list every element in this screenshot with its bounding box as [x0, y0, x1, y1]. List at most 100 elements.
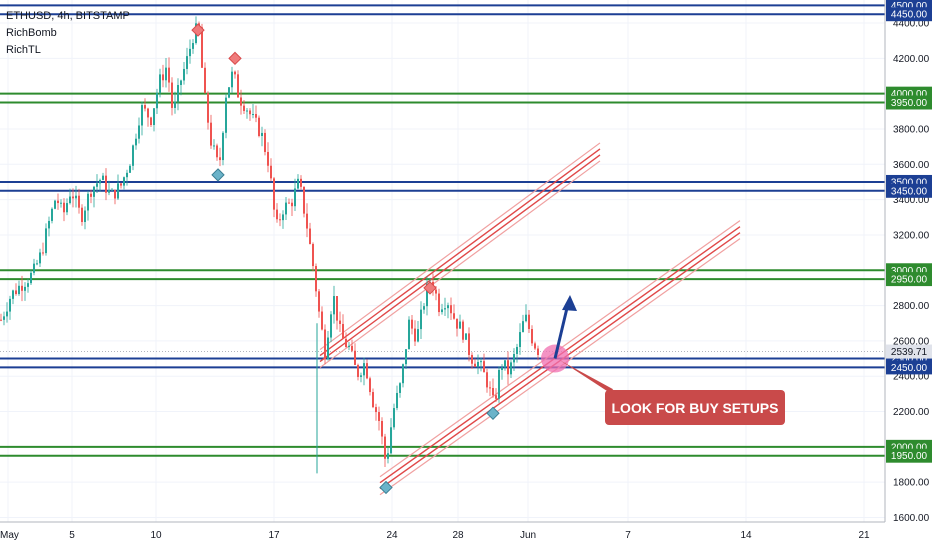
- up-arrow-shaft: [553, 303, 570, 359]
- x-tick-label: 24: [386, 530, 398, 541]
- candle-body: [321, 311, 323, 330]
- candle-body: [408, 319, 410, 350]
- candle-body: [351, 345, 353, 351]
- candle-body: [438, 293, 440, 313]
- candle-body: [165, 67, 167, 81]
- candle-body: [231, 71, 233, 88]
- candle-body: [120, 183, 122, 186]
- candle-body: [6, 311, 8, 317]
- candle-body: [516, 346, 518, 354]
- candle-body: [36, 263, 38, 265]
- candle-body: [309, 228, 311, 244]
- candle-body: [486, 372, 488, 388]
- candle-body: [294, 188, 296, 207]
- candle-body: [339, 320, 341, 324]
- candle-body: [213, 145, 215, 147]
- candle-body: [255, 114, 257, 118]
- candle-body: [435, 289, 437, 294]
- candle-body: [261, 132, 263, 136]
- candle-body: [300, 178, 302, 187]
- time-axis[interactable]: May 5 10 17 24 28 Jun 7 14 21: [0, 521, 885, 541]
- x-tick-label: 7: [625, 530, 631, 541]
- candle-body: [243, 105, 245, 111]
- candle-body: [474, 363, 476, 367]
- candle-body: [363, 363, 365, 376]
- price-badge-label: 1950.00: [891, 451, 928, 462]
- price-badge-label: 2500.00: [891, 354, 928, 365]
- y-tick-label: 1600.00: [893, 513, 930, 524]
- indicator-richtl[interactable]: RichTL: [6, 44, 41, 56]
- candlestick-series: [0, 16, 539, 474]
- y-tick-label: 2600.00: [893, 336, 930, 347]
- candle-body: [327, 337, 329, 360]
- y-tick-label: 3800.00: [893, 124, 930, 135]
- candle-body: [33, 263, 35, 273]
- candle-body: [396, 392, 398, 409]
- x-tick-label: 21: [858, 530, 870, 541]
- channel-line: [319, 154, 601, 363]
- candle-body: [12, 290, 14, 299]
- candle-body: [345, 338, 347, 348]
- candle-body: [489, 387, 491, 389]
- candle-body: [78, 195, 80, 208]
- candle-body: [96, 183, 98, 187]
- candle-body: [459, 321, 461, 329]
- symbol-line[interactable]: ETHUSD, 4h, BITSTAMP: [6, 10, 130, 22]
- candle-body: [477, 361, 479, 367]
- candle-body: [42, 252, 44, 254]
- candle-body: [129, 165, 131, 173]
- candle-body: [270, 165, 272, 179]
- candle-body: [264, 132, 266, 152]
- candle-body: [150, 117, 152, 126]
- candle-body: [495, 395, 497, 399]
- candle-body: [381, 421, 383, 437]
- candle-body: [141, 105, 143, 126]
- up-arrow-head: [562, 294, 577, 311]
- candle-body: [117, 183, 119, 199]
- candle-body: [423, 306, 425, 310]
- price-badge: [886, 95, 932, 110]
- candle-body: [276, 209, 278, 220]
- candle-body: [30, 272, 32, 284]
- candle-body: [324, 329, 326, 360]
- candle-body: [114, 189, 116, 199]
- candle-body: [72, 196, 74, 199]
- buy-signal-marker: [379, 480, 393, 495]
- candle-body: [222, 132, 224, 161]
- x-tick-label: 28: [452, 530, 464, 541]
- candle-body: [390, 427, 392, 454]
- candle-body: [354, 350, 356, 365]
- candle-body: [183, 68, 185, 81]
- candle-body: [357, 364, 359, 377]
- candle-body: [531, 329, 533, 344]
- x-tick-label: 5: [69, 530, 75, 541]
- candle-body: [69, 196, 71, 204]
- candle-body: [177, 84, 179, 102]
- candle-body: [168, 67, 170, 83]
- candle-body: [3, 316, 5, 320]
- candle-body: [444, 308, 446, 310]
- candle-body: [246, 110, 248, 112]
- candle-body: [207, 93, 209, 123]
- price-badge: [886, 183, 932, 198]
- candle-body: [462, 321, 464, 340]
- candle-body: [219, 157, 221, 161]
- candle-body: [234, 71, 236, 75]
- candle-body: [87, 193, 89, 211]
- candle-body: [456, 318, 458, 329]
- candle-body: [420, 309, 422, 330]
- buy-setups-callout: LOOK FOR BUY SETUPS: [605, 390, 785, 425]
- candle-body: [483, 361, 485, 373]
- candle-body: [21, 285, 23, 291]
- channel-line: [319, 148, 601, 357]
- x-tick-label: 14: [740, 530, 752, 541]
- price-badge-label: 3500.00: [891, 177, 928, 188]
- y-tick-label: 4400.00: [893, 19, 930, 30]
- candle-body: [501, 367, 503, 370]
- candle-body: [252, 114, 254, 116]
- candle-body: [123, 177, 125, 186]
- indicator-richbomb[interactable]: RichBomb: [6, 27, 57, 39]
- price-axis[interactable]: 1600.00 1800.00 2000.00 2200.00 2400.00 2600.…: [884, 0, 932, 524]
- candle-body: [480, 361, 482, 363]
